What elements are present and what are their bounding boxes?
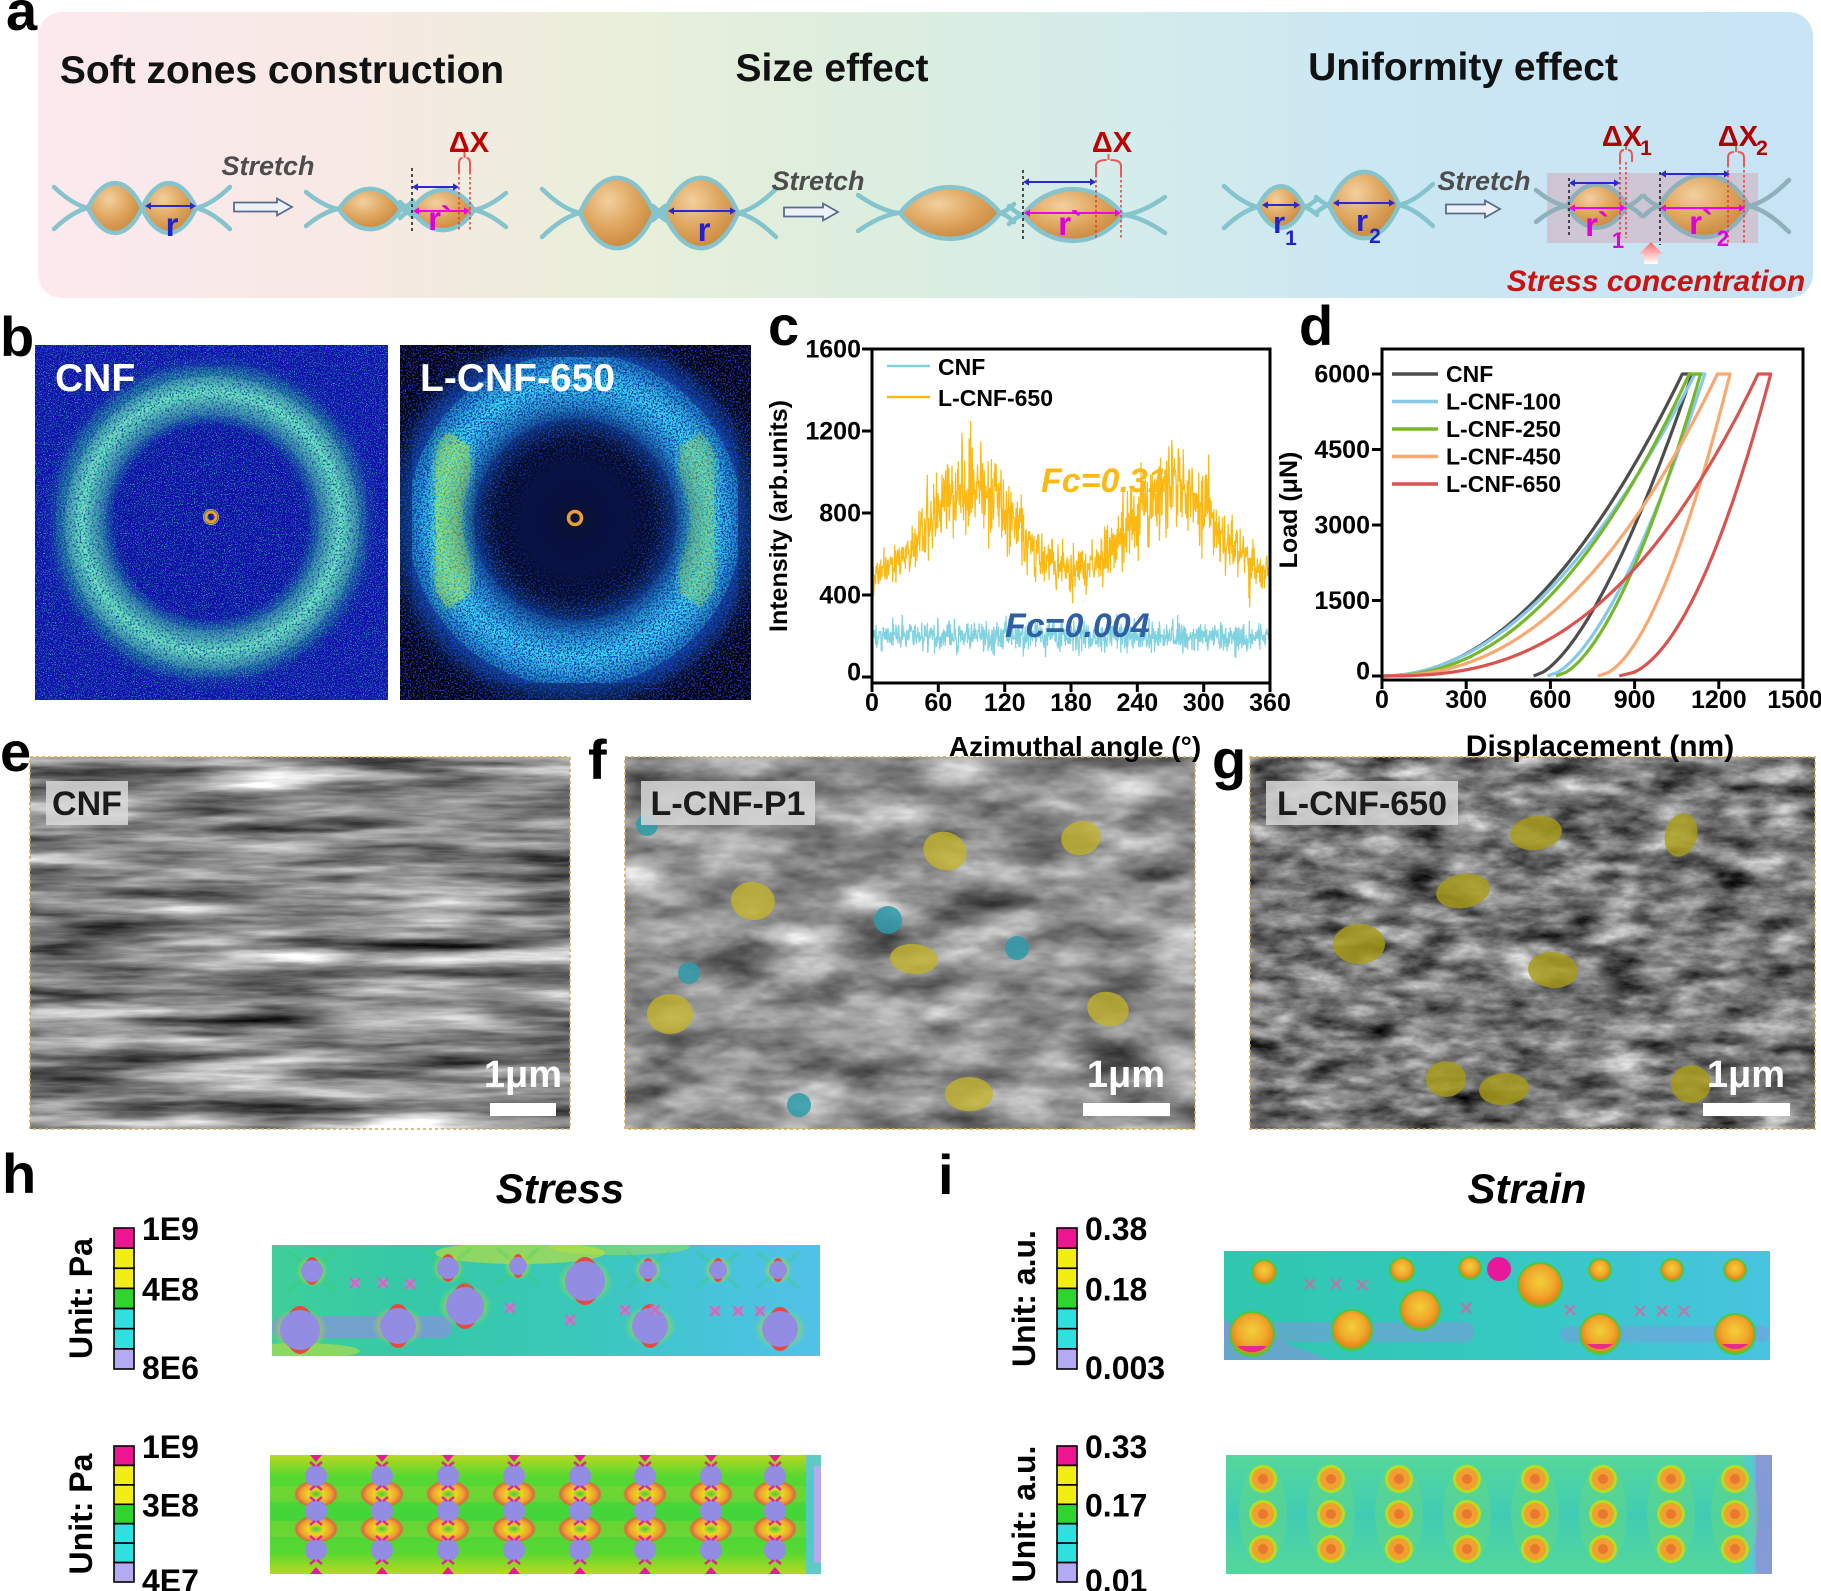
svg-text:L-CNF-450: L-CNF-450 (1446, 444, 1561, 470)
svg-text:CNF: CNF (1446, 361, 1493, 387)
svg-text:2: 2 (1369, 225, 1381, 248)
svg-text:L-CNF-P1: L-CNF-P1 (651, 785, 806, 823)
svg-text:Unit: Pa: Unit: Pa (63, 1238, 99, 1359)
svg-text:0.17: 0.17 (1085, 1487, 1147, 1523)
svg-text:CNF: CNF (938, 354, 985, 380)
svg-text:Unit: a.u.: Unit: a.u. (1006, 1446, 1042, 1583)
svg-text:3000: 3000 (1314, 512, 1370, 540)
svg-text:4500: 4500 (1314, 436, 1370, 464)
svg-text:900: 900 (1614, 686, 1656, 714)
svg-text:Strain: Strain (1467, 1165, 1586, 1212)
svg-text:0.38: 0.38 (1085, 1211, 1147, 1247)
svg-text:L-CNF-650: L-CNF-650 (1277, 785, 1447, 823)
svg-text:ΔX: ΔX (1602, 121, 1643, 153)
svg-text:1: 1 (1612, 228, 1624, 253)
svg-text:0: 0 (865, 689, 879, 717)
svg-text:4E8: 4E8 (142, 1271, 199, 1307)
svg-text:Azimuthal angle (°): Azimuthal angle (°) (949, 731, 1201, 762)
svg-text:L-CNF-650: L-CNF-650 (938, 385, 1053, 411)
svg-text:Stretch: Stretch (1437, 166, 1530, 196)
svg-text:0: 0 (847, 659, 861, 687)
svg-text:L-CNF-650: L-CNF-650 (1446, 471, 1561, 497)
svg-text:600: 600 (1530, 686, 1572, 714)
svg-text:1: 1 (1640, 137, 1652, 160)
svg-text:Unit: a.u.: Unit: a.u. (1006, 1230, 1042, 1367)
svg-text:360: 360 (1249, 689, 1291, 717)
svg-text:0.18: 0.18 (1085, 1271, 1147, 1307)
svg-text:Unit: Pa: Unit: Pa (63, 1453, 99, 1574)
svg-text:1: 1 (1285, 227, 1297, 250)
svg-text:0: 0 (1356, 658, 1370, 686)
svg-text:r: r (1273, 205, 1285, 240)
svg-text:Load (μN): Load (μN) (1275, 452, 1303, 569)
svg-text:Size effect: Size effect (736, 47, 929, 90)
svg-text:120: 120 (984, 689, 1026, 717)
svg-text:60: 60 (924, 689, 952, 717)
svg-text:240: 240 (1116, 689, 1158, 717)
svg-text:4E7: 4E7 (142, 1563, 199, 1591)
svg-text:Intensity (arb.units): Intensity (arb.units) (765, 400, 793, 632)
svg-text:CNF: CNF (52, 785, 122, 823)
svg-text:0: 0 (1375, 686, 1389, 714)
svg-text:1600: 1600 (805, 336, 861, 364)
svg-text:1μm: 1μm (484, 1054, 562, 1096)
svg-text:0.01: 0.01 (1085, 1563, 1147, 1591)
svg-text:ΔX: ΔX (1092, 127, 1133, 159)
svg-text:1500: 1500 (1314, 587, 1370, 615)
svg-text:8E6: 8E6 (142, 1350, 199, 1386)
svg-text:Stretch: Stretch (221, 151, 314, 181)
svg-text:0.33: 0.33 (1085, 1429, 1147, 1465)
svg-text:L-CNF-250: L-CNF-250 (1446, 416, 1561, 442)
svg-text:300: 300 (1445, 686, 1487, 714)
svg-text:400: 400 (819, 582, 861, 610)
svg-text:ΔX: ΔX (449, 127, 490, 159)
svg-text:CNF: CNF (55, 357, 135, 400)
svg-text:L-CNF-650: L-CNF-650 (420, 357, 615, 400)
svg-text:Fc=0.004: Fc=0.004 (1005, 607, 1150, 645)
svg-text:L-CNF-100: L-CNF-100 (1446, 389, 1561, 415)
svg-text:0.003: 0.003 (1085, 1350, 1165, 1386)
svg-text:Fc=0.31: Fc=0.31 (1041, 462, 1167, 500)
svg-text:800: 800 (819, 500, 861, 528)
svg-text:ΔX: ΔX (1718, 121, 1759, 153)
svg-text:r: r (1356, 203, 1368, 238)
svg-text:r: r (166, 206, 179, 243)
svg-text:1E9: 1E9 (142, 1211, 199, 1247)
svg-text:r: r (698, 211, 711, 248)
svg-text:Stress: Stress (496, 1165, 624, 1212)
svg-text:2: 2 (1756, 137, 1768, 160)
svg-text:1200: 1200 (805, 418, 861, 446)
svg-text:Soft zones construction: Soft zones construction (60, 49, 504, 92)
svg-text:1200: 1200 (1691, 686, 1747, 714)
svg-text:300: 300 (1183, 689, 1225, 717)
svg-text:r`: r` (1585, 206, 1609, 243)
svg-text:2: 2 (1717, 226, 1729, 251)
svg-text:Uniformity effect: Uniformity effect (1308, 46, 1618, 89)
svg-text:1μm: 1μm (1087, 1054, 1165, 1096)
svg-text:Stress concentration: Stress concentration (1507, 265, 1805, 298)
svg-text:3E8: 3E8 (142, 1487, 199, 1523)
svg-text:Displacement (nm): Displacement (nm) (1466, 730, 1734, 763)
svg-text:1E9: 1E9 (142, 1429, 199, 1465)
svg-text:Stretch: Stretch (771, 166, 864, 196)
svg-text:r`: r` (1689, 204, 1713, 241)
svg-text:1μm: 1μm (1707, 1054, 1785, 1096)
svg-text:r`: r` (1058, 205, 1082, 242)
svg-text:r`: r` (428, 200, 452, 237)
svg-text:1500: 1500 (1767, 686, 1821, 714)
svg-text:180: 180 (1050, 689, 1092, 717)
svg-text:6000: 6000 (1314, 361, 1370, 389)
